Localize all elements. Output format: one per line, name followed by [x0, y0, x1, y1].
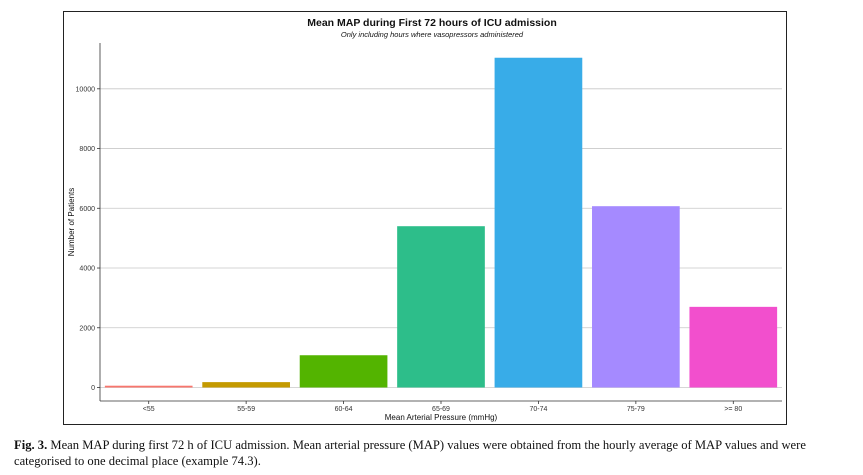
x-tick-label: 60-64	[335, 406, 353, 413]
bar	[689, 306, 778, 388]
bars	[104, 57, 778, 388]
x-tick-label: 75-79	[627, 406, 645, 413]
y-tick-label: 0	[91, 385, 95, 392]
bar-chart: Mean MAP during First 72 hours of ICU ad…	[67, 17, 782, 422]
chart-subtitle: Only including hours where vasopressors …	[341, 30, 524, 39]
caption-text: Mean MAP during first 72 h of ICU admiss…	[14, 438, 806, 468]
figure-caption: Fig. 3. Mean MAP during first 72 h of IC…	[14, 437, 850, 469]
bar	[494, 57, 583, 388]
x-tick-label: >= 80	[724, 406, 742, 413]
bar	[397, 226, 485, 388]
y-axis-label: Number of Patients	[67, 188, 76, 256]
x-tick-label: 70-74	[529, 406, 547, 413]
y-tick-label: 8000	[79, 146, 95, 153]
bar	[104, 385, 193, 388]
y-tick-label: 10000	[76, 86, 96, 93]
chart-title: Mean MAP during First 72 hours of ICU ad…	[307, 17, 557, 29]
bar	[592, 206, 680, 388]
y-tick-label: 6000	[79, 206, 95, 213]
x-tick-label: <55	[143, 406, 155, 413]
bar	[299, 355, 388, 388]
x-axis-label: Mean Arterial Pressure (mmHg)	[385, 413, 498, 422]
y-tick-label: 2000	[79, 325, 95, 332]
x-tick-label: 65-69	[432, 406, 450, 413]
x-tick-label: 55-59	[237, 406, 255, 413]
y-tick-label: 4000	[79, 266, 95, 273]
bar	[202, 382, 290, 388]
caption-label: Fig. 3.	[14, 438, 48, 452]
x-axis-ticks: <55 55-59 60-64 65-69 70-74 75-79 >= 80	[143, 401, 742, 413]
figure-frame: Mean MAP during First 72 hours of ICU ad…	[63, 11, 787, 425]
y-axis-ticks: 0 2000 4000 6000 8000 10000	[76, 86, 100, 392]
